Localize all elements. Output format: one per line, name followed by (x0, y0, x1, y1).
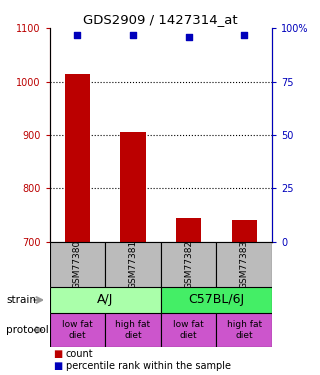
Text: strain: strain (6, 295, 36, 305)
Bar (161, 313, 216, 347)
Bar (105, 242, 161, 287)
Text: GSM77382: GSM77382 (184, 240, 193, 289)
Bar (50, 313, 105, 347)
Text: ■: ■ (53, 361, 62, 370)
Text: GSM77381: GSM77381 (129, 240, 138, 289)
Text: GDS2909 / 1427314_at: GDS2909 / 1427314_at (83, 13, 237, 26)
Text: high fat
diet: high fat diet (116, 320, 151, 340)
Text: C57BL/6J: C57BL/6J (188, 294, 244, 306)
Bar (216, 242, 272, 287)
Text: count: count (66, 350, 93, 359)
Text: low fat
diet: low fat diet (62, 320, 93, 340)
Point (186, 34, 191, 40)
Bar (105, 313, 161, 347)
Bar (161, 242, 216, 287)
Text: low fat
diet: low fat diet (173, 320, 204, 340)
Bar (121, 132, 146, 242)
Text: GSM77380: GSM77380 (73, 240, 82, 289)
Bar (161, 287, 272, 313)
Text: percentile rank within the sample: percentile rank within the sample (66, 361, 231, 370)
Bar (50, 242, 105, 287)
Point (131, 32, 136, 38)
Text: high fat
diet: high fat diet (227, 320, 262, 340)
Bar (50, 287, 161, 313)
Bar (65, 74, 90, 242)
Bar (176, 218, 201, 242)
Text: ■: ■ (53, 350, 62, 359)
Bar (216, 313, 272, 347)
Bar (232, 220, 257, 242)
Text: protocol: protocol (6, 325, 49, 335)
Text: GSM77383: GSM77383 (240, 240, 249, 289)
Point (242, 32, 247, 38)
Text: A/J: A/J (97, 294, 113, 306)
Point (75, 32, 80, 38)
